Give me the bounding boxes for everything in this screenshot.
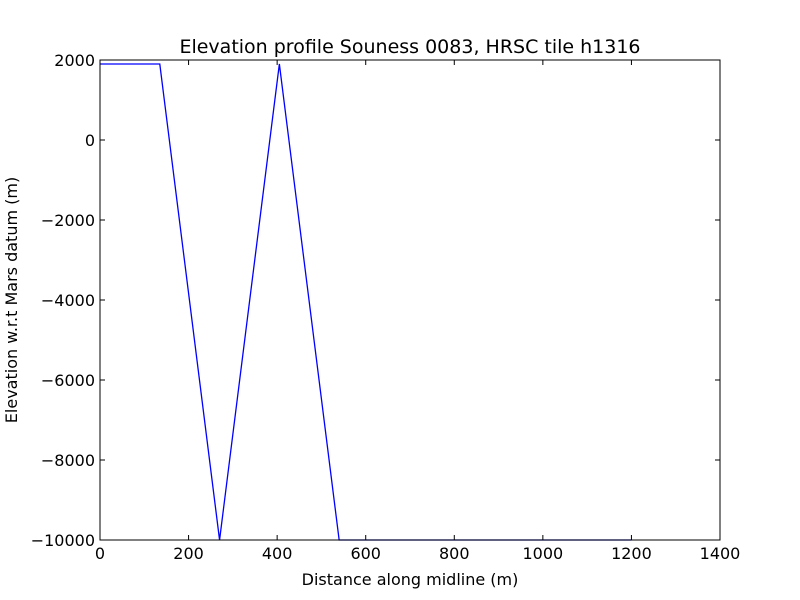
chart-title: Elevation profile Souness 0083, HRSC til… (179, 36, 640, 58)
x-axis-label: Distance along midline (m) (302, 570, 519, 589)
x-tick-label: 1200 (611, 544, 652, 563)
plot-frame (99, 59, 721, 541)
x-tick-label: 1000 (522, 544, 563, 563)
y-tick-label: −6000 (41, 371, 95, 390)
y-tick-label: −4000 (41, 291, 95, 310)
x-axis-ticks: 0 200 400 600 800 1000 1200 1400 (95, 60, 740, 563)
y-axis-ticks: 2000 0 −2000 −4000 −6000 −8000 −10000 (31, 51, 720, 550)
x-tick-label: 800 (439, 544, 470, 563)
x-tick-label: 200 (173, 544, 204, 563)
y-axis-label: Elevation w.r.t Mars datum (m) (2, 177, 21, 423)
x-tick-label: 1400 (700, 544, 741, 563)
plot-area (100, 63, 632, 541)
x-tick-label: 400 (262, 544, 293, 563)
x-tick-label: 600 (350, 544, 381, 563)
y-tick-label: −8000 (41, 451, 95, 470)
x-tick-label: 0 (95, 544, 105, 563)
y-tick-label: −10000 (31, 531, 95, 550)
y-tick-label: 2000 (54, 51, 95, 70)
y-tick-label: 0 (85, 131, 95, 150)
series-line-0 (100, 63, 632, 541)
y-tick-label: −2000 (41, 211, 95, 230)
